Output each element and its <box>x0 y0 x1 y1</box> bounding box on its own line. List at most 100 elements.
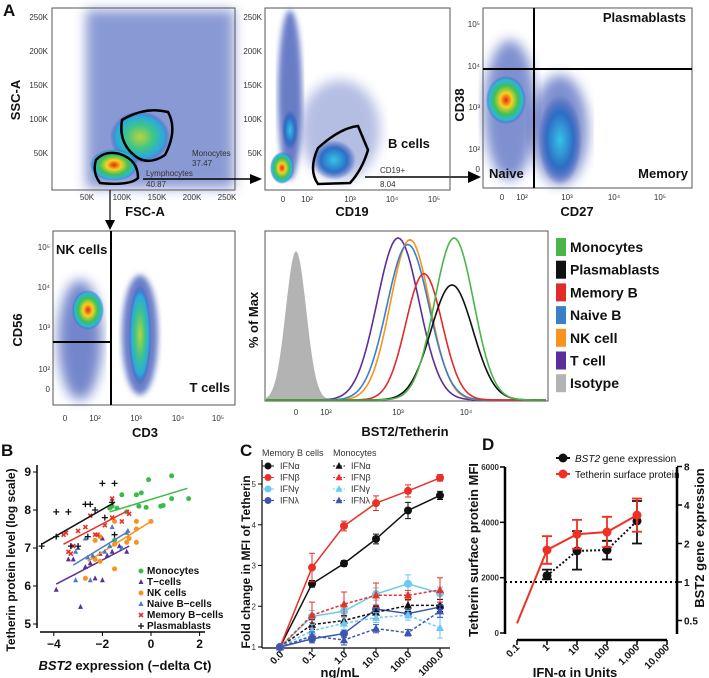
data-point <box>99 577 105 583</box>
data-point <box>372 624 380 632</box>
data-point <box>112 566 118 572</box>
data-point <box>542 545 552 555</box>
data-point <box>404 579 412 588</box>
plot-frame <box>51 7 236 191</box>
data-point <box>169 496 175 502</box>
data-point <box>340 521 348 530</box>
legend-marker-bst2-gene-expression <box>558 453 568 463</box>
x-axis-label: CD19 <box>335 204 368 219</box>
y-tick-label-right: 4 <box>684 501 690 512</box>
data-point <box>138 490 144 496</box>
x-axis-label-gene: BST2 <box>38 658 72 673</box>
data-point <box>94 532 101 538</box>
legend-marker-tetherin-surface-protein <box>558 469 568 479</box>
data-point <box>67 543 74 550</box>
y-tick: 10⁵ <box>468 20 480 29</box>
data-point <box>340 635 348 644</box>
data-point <box>126 536 132 541</box>
data-point <box>436 623 444 632</box>
x-axis-label: FSC-A <box>125 204 165 219</box>
data-point <box>126 511 132 517</box>
y-tick-label: 4 <box>252 521 257 530</box>
data-point <box>186 496 192 502</box>
y-tick-label: 2 <box>252 602 257 611</box>
data-point <box>308 563 316 572</box>
data-point <box>78 603 84 609</box>
legend-swatch-monocytes <box>556 238 566 256</box>
series-tetherin-surface-protein <box>516 497 642 624</box>
legend-swatch-plasmablasts <box>556 260 566 279</box>
y-tick-label-left: 6000 <box>481 463 499 472</box>
y-tick: 0 <box>476 165 481 174</box>
legend-marker-plasmablasts <box>138 623 144 629</box>
series-line <box>279 494 441 648</box>
data-point <box>404 506 412 515</box>
series-plasmablasts <box>38 480 118 550</box>
y-axis-label: SSC-A <box>8 79 23 120</box>
legend-label-memory-b: Memory B <box>570 284 638 300</box>
legend-label-memory-b-cells-ifn: IFNα <box>280 461 300 471</box>
data-point <box>542 571 552 581</box>
y-axis-label-right: BST2 gene expression <box>692 468 707 607</box>
regression-line <box>109 487 188 513</box>
x-tick: 10² <box>89 414 101 423</box>
legend-marker-memory-b-cells <box>138 612 144 618</box>
regression-line <box>41 501 115 545</box>
data-point <box>90 552 96 558</box>
legend-label-monocytes-ifn: IFNγ <box>351 484 370 494</box>
y-axis-label: CD56 <box>10 313 25 346</box>
quadrant-label-memory: Memory <box>638 166 689 181</box>
y-tick-labels: 10⁵ 10⁴ 10³ 10² 0 <box>38 243 51 394</box>
x-tick-label: 100 <box>593 642 613 662</box>
quadrant-label-t-cells: T cells <box>190 380 230 395</box>
plot-frame <box>482 7 693 189</box>
x-tick-label: 10 <box>566 642 582 658</box>
data-point <box>73 577 79 583</box>
data-point <box>82 524 88 530</box>
monocytes-gate <box>120 109 174 163</box>
y-tick-label: 9 <box>24 465 31 479</box>
data-point <box>124 539 130 545</box>
x-tick: 10⁴ <box>460 408 473 417</box>
data-point <box>276 642 284 651</box>
data-point <box>97 558 103 564</box>
data-point <box>87 501 94 508</box>
series-bst2-gene-expression <box>542 500 642 581</box>
x-tick-label: −4 <box>47 637 61 651</box>
gate-value-cd19: 8.04 <box>380 180 396 189</box>
series-line <box>279 614 441 648</box>
data-point <box>87 577 93 583</box>
data-point <box>436 473 444 482</box>
x-tick-label: 0.1 <box>301 649 319 667</box>
series-nk-cells <box>82 518 154 581</box>
x-tick: 10⁵ <box>428 195 440 204</box>
legend-swatch-isotype <box>556 374 566 393</box>
data-point <box>308 631 316 640</box>
histogram-curve-monocytes <box>266 237 546 401</box>
x-tick: 10³ <box>392 408 404 417</box>
y-axis-label: % of Max <box>246 291 261 348</box>
gate-name-cd19: CD19+ <box>380 166 405 175</box>
x-tick: 10³ <box>344 195 356 204</box>
data-point <box>119 492 125 498</box>
plot-frame <box>52 230 236 406</box>
x-tick-labels: 0 10² 10³ 10⁴ 10⁵ <box>281 195 440 204</box>
x-tick-label: 100.0 <box>389 649 415 675</box>
y-tick: 10⁵ <box>38 243 50 252</box>
x-tick: 10² <box>301 195 313 204</box>
series-monocytes <box>107 473 192 543</box>
x-tick: 100K <box>113 193 132 202</box>
y-tick: 200K <box>243 47 262 56</box>
data-point <box>340 618 348 627</box>
x-tick: 10³ <box>130 414 142 423</box>
x-tick-label: 0.0 <box>269 649 287 667</box>
legend-label-t-cell: T cell <box>570 353 606 369</box>
y-tick: 100K <box>243 115 262 124</box>
legend-marker-naive-b-cells <box>138 601 144 606</box>
y-tick-label-right: 1 <box>684 578 690 589</box>
y-tick-label: 6 <box>24 579 31 593</box>
panel-label-b: B <box>1 441 13 460</box>
data-point <box>116 543 122 549</box>
data-point <box>404 486 412 495</box>
x-tick: 0 <box>281 195 286 204</box>
